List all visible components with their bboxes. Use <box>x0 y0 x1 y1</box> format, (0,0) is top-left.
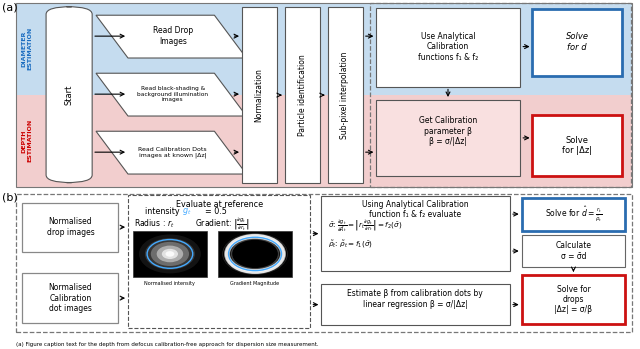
Text: Solve
for d: Solve for d <box>566 32 589 52</box>
Polygon shape <box>96 131 246 174</box>
Bar <box>218 231 292 277</box>
Text: Read Calibration Dots
images at known |Δz|: Read Calibration Dots images at known |Δ… <box>138 147 207 158</box>
Text: Evaluate at reference: Evaluate at reference <box>176 200 263 209</box>
Bar <box>321 284 510 325</box>
Bar <box>285 7 320 183</box>
Bar <box>128 194 310 328</box>
Text: Read black-shading &
background illumination
images: Read black-shading & background illumina… <box>138 86 208 103</box>
Text: (a): (a) <box>2 3 17 13</box>
Text: Start: Start <box>65 85 74 105</box>
Text: Get Calibration
parameter β
β = σ/|Δz|: Get Calibration parameter β β = σ/|Δz| <box>419 116 477 146</box>
Text: Gradient: $\left|\frac{\partial g_t}{\partial r_t}\right|$: Gradient: $\left|\frac{\partial g_t}{\pa… <box>195 216 250 232</box>
Bar <box>532 9 622 76</box>
Ellipse shape <box>162 249 178 259</box>
Bar <box>532 115 622 176</box>
Bar <box>16 95 632 187</box>
Ellipse shape <box>151 242 189 266</box>
Text: Sub-pixel interpolation: Sub-pixel interpolation <box>340 51 349 139</box>
Text: DIAMETER
ESTIMATION: DIAMETER ESTIMATION <box>22 27 32 70</box>
Text: = 0.5: = 0.5 <box>205 207 227 216</box>
Bar <box>16 3 632 95</box>
Bar <box>522 275 625 324</box>
Text: Normalization: Normalization <box>255 68 264 122</box>
FancyBboxPatch shape <box>46 7 92 183</box>
Text: Read Drop
Images: Read Drop Images <box>153 27 193 46</box>
Text: Gradient Magnitude: Gradient Magnitude <box>230 281 280 286</box>
Text: $g_t$: $g_t$ <box>182 206 192 217</box>
Bar <box>522 198 625 231</box>
Ellipse shape <box>139 235 201 273</box>
Text: Radius : $r_t$: Radius : $r_t$ <box>134 218 175 230</box>
Text: Particle identification: Particle identification <box>298 54 307 136</box>
Text: Normalised intensity: Normalised intensity <box>145 281 195 286</box>
Text: Solve
for |Δz|: Solve for |Δz| <box>562 136 593 155</box>
Text: intensity: intensity <box>145 207 182 216</box>
Text: Use Analytical
Calibration
functions f₁ & f₂: Use Analytical Calibration functions f₁ … <box>418 32 478 61</box>
Text: $\bar{\sigma}$: $\frac{\partial g_t}{\partial \bar{R}_t} = \left|r_t\frac{\parti: $\bar{\sigma}$: $\frac{\partial g_t}{\pa… <box>328 218 402 234</box>
Bar <box>370 3 631 187</box>
Text: Normalised
Calibration
dot images: Normalised Calibration dot images <box>49 283 92 313</box>
Text: Using Analytical Calibration: Using Analytical Calibration <box>362 200 468 209</box>
Text: function f₁ & f₂ evaluate: function f₁ & f₂ evaluate <box>369 210 461 219</box>
Ellipse shape <box>166 251 174 257</box>
Text: Normalised
drop images: Normalised drop images <box>47 217 94 237</box>
Ellipse shape <box>157 246 183 262</box>
Polygon shape <box>96 15 246 58</box>
Bar <box>321 196 510 271</box>
Text: Estimate β from calibration dots by
linear regression β = σ/|Δz|: Estimate β from calibration dots by line… <box>348 289 483 309</box>
Text: Calculate
σ = σ̄d: Calculate σ = σ̄d <box>556 242 591 261</box>
Polygon shape <box>96 73 246 116</box>
Text: Solve for
drops
|Δz| = σ/β: Solve for drops |Δz| = σ/β <box>554 285 593 314</box>
Bar <box>376 100 520 176</box>
Bar <box>328 7 363 183</box>
Ellipse shape <box>145 238 195 270</box>
Bar <box>376 8 520 87</box>
Text: (b): (b) <box>2 192 18 202</box>
Bar <box>242 7 277 183</box>
Bar <box>522 235 625 267</box>
Text: $\tilde{\rho}_t$: $\tilde{\rho}_t = f_1(\bar{\sigma})$: $\tilde{\rho}_t$: $\tilde{\rho}_t = f_1(… <box>328 239 372 250</box>
Text: DEPTH
ESTIMATION: DEPTH ESTIMATION <box>22 119 32 162</box>
Text: Solve for $\hat{d} = \frac{r_t}{\tilde{\rho}_t}$: Solve for $\hat{d} = \frac{r_t}{\tilde{\… <box>545 205 602 224</box>
Text: (a) Figure caption text for the depth from defocus calibration-free approach for: (a) Figure caption text for the depth fr… <box>16 342 319 347</box>
Bar <box>133 231 207 277</box>
Bar <box>22 202 118 252</box>
Bar <box>22 274 118 323</box>
